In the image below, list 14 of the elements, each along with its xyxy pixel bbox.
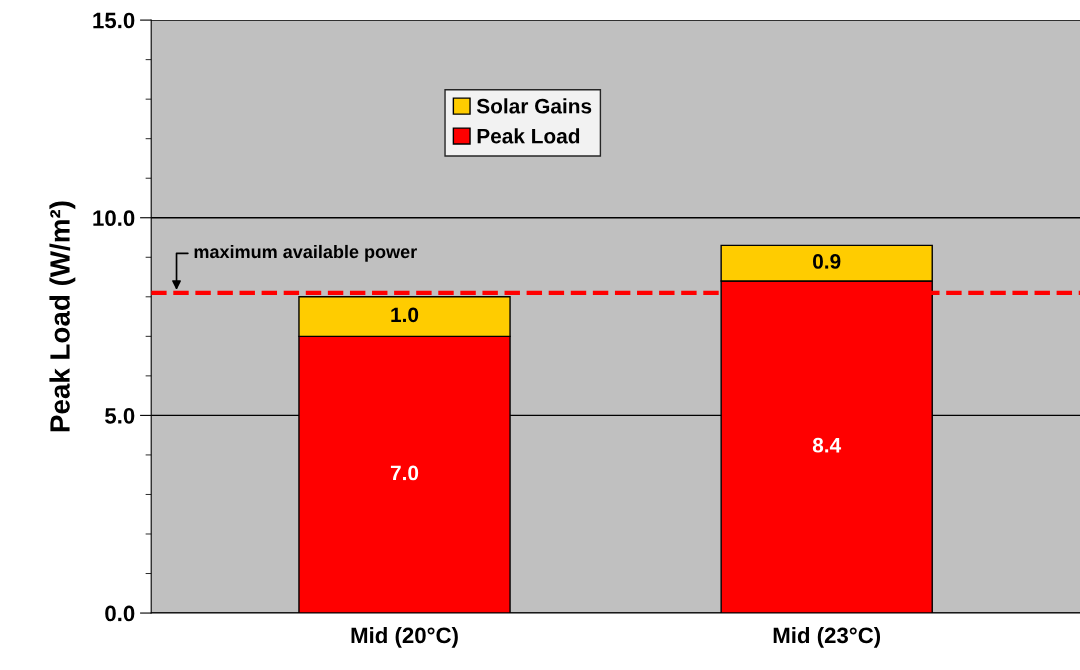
data-label: 8.4 xyxy=(812,437,842,453)
y-tick-label: 15.0 xyxy=(93,12,135,29)
y-tick-label: 5.0 xyxy=(105,407,135,424)
x-tick-label: Mid (23°C) xyxy=(773,626,881,648)
y-tick-label: 10.0 xyxy=(93,210,135,227)
y-tick-label: 0.0 xyxy=(105,605,135,622)
legend-label: Solar Gains xyxy=(476,98,592,114)
ref-line-label: maximum available power xyxy=(194,244,417,262)
data-label: 0.9 xyxy=(813,254,841,269)
legend-label: Peak Load xyxy=(477,128,580,144)
data-label: 1.0 xyxy=(391,307,419,323)
x-tick-label: Mid (20°C) xyxy=(351,626,458,648)
y-axis-title: Peak Load (W/m²) xyxy=(49,201,76,432)
data-label: 7.0 xyxy=(390,465,419,481)
